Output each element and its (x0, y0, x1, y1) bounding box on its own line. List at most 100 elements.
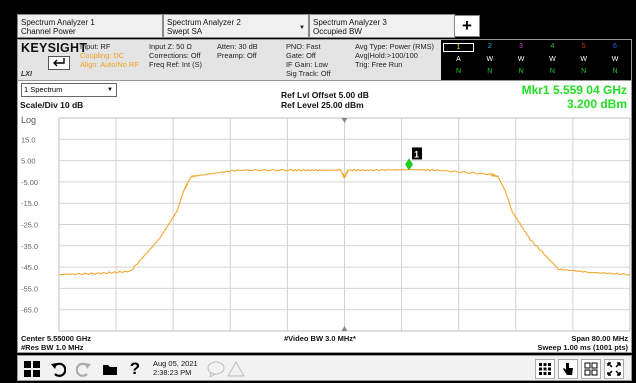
add-measurement-button[interactable]: + (454, 15, 480, 37)
redo-button[interactable] (74, 359, 94, 379)
avg-hold-value: Avg|Hold:>100/100 (355, 51, 418, 60)
marker-1-label-bg (412, 147, 423, 160)
trace-detector-6: N (612, 68, 618, 75)
input-z-settings[interactable]: Input Z: 50 Ω Corrections: Off Freq Ref:… (149, 42, 202, 69)
atten-value: Atten: 30 dB (217, 42, 258, 51)
span-label: Span 80.00 MHz (571, 334, 628, 343)
date-time: Aug 05, 2021 2:38:23 PM (153, 359, 198, 377)
touch-hand-icon (563, 363, 573, 375)
tab-title: Spectrum Analyzer 2 (167, 18, 241, 27)
trace-number-5: 5 (581, 43, 586, 50)
tab-mode: Occupied BW (313, 27, 362, 36)
redo-icon (76, 362, 91, 377)
atten-settings[interactable]: Atten: 30 dB Preamp: Off (217, 42, 258, 60)
lxi-logo: LXI (21, 71, 32, 78)
y-tick-label: 5.00 (21, 157, 36, 166)
input-value: Input: RF (80, 42, 111, 51)
windows-start-button[interactable] (22, 359, 42, 379)
input-settings[interactable]: Input: RF Coupling: DC Align: Auto/No RF (80, 42, 139, 69)
y-tick-label: -15.0 (21, 199, 38, 208)
center-freq-label: Center 5.55000 GHz (21, 334, 92, 343)
y-tick-label: -55.0 (21, 284, 38, 293)
sweep-label: Sweep 1.00 ms (1001 pts) (537, 343, 628, 352)
marker-1-diamond (405, 158, 414, 171)
trace-type-4: W (549, 56, 556, 63)
zoom-button[interactable] (604, 359, 624, 379)
window-grid-icon (584, 362, 598, 376)
keypad-button[interactable] (535, 359, 555, 379)
log-scale-label: Log (21, 115, 36, 125)
folder-icon (103, 365, 117, 375)
center-top-marker (341, 118, 348, 123)
trig-value: Trig: Free Run (355, 60, 403, 69)
tab-spectrum-analyzer-3[interactable]: Spectrum Analyzer 3 Occupied BW (309, 14, 455, 38)
spectrum-plot[interactable]: Log 15.0 5.00 -5.00 -15.0 -25.0 -35.0 -45.0 -55.… (17, 115, 632, 333)
window-select-dropdown[interactable]: 1 Spectrum ▼ (21, 83, 117, 97)
multi-window-button[interactable] (581, 359, 601, 379)
message-button[interactable] (206, 359, 226, 379)
trace-type-2: W (486, 56, 494, 63)
avg-type-value: Avg Type: Power (RMS) (355, 42, 434, 51)
trace-number-6: 6 (613, 43, 617, 50)
trace-type-5: W (580, 56, 587, 63)
spectrum-trace-1 (59, 168, 631, 276)
coupling-value: Coupling: DC (80, 51, 124, 60)
tab-title: Spectrum Analyzer 1 (21, 18, 95, 27)
trace-detector-1: N (455, 68, 462, 75)
y-tick-label: -65.0 (21, 306, 38, 315)
scale-div-label: Scale/Div 10 dB (20, 100, 84, 110)
spectrum-graticule[interactable]: Log 15.0 5.00 -5.00 -15.0 -25.0 -35.0 -45.0 -55.… (18, 115, 633, 333)
trace-type-3: W (517, 56, 525, 63)
pno-value: PNO: Fast (286, 42, 321, 51)
trace-number-4: 4 (550, 43, 555, 50)
date-text: Aug 05, 2021 (153, 359, 198, 368)
tab-mode: Swept SA (167, 27, 203, 36)
taskbar: ? Aug 05, 2021 2:38:23 PM (17, 355, 632, 381)
center-bottom-marker (341, 326, 348, 331)
corrections-value: Corrections: Off (149, 51, 201, 60)
y-tick-label: -25.0 (21, 221, 38, 230)
help-button[interactable]: ? (129, 359, 141, 378)
bw-settings[interactable]: PNO: Fast Gate: Off IF Gain: Low Sig Tra… (286, 42, 331, 78)
trace-type-6: W (611, 56, 619, 63)
res-bw-label: #Res BW 1.0 MHz (21, 343, 84, 352)
measurement-tabs: Spectrum Analyzer 1 Channel Power Spectr… (17, 14, 493, 38)
y-tick-label: -5.00 (21, 178, 38, 187)
file-button[interactable] (100, 359, 120, 379)
preamp-value: Preamp: Off (217, 51, 257, 60)
trace-number-3: 3 (519, 43, 524, 50)
warning-button[interactable] (226, 359, 246, 379)
ref-offset-label: Ref Lvl Offset 5.00 dB (281, 90, 369, 100)
trace-detector-2: N (487, 68, 493, 75)
keysight-logo: KEYSIGHT (21, 41, 88, 55)
chevron-down-icon: ▼ (107, 87, 113, 93)
align-value: Align: Auto/No RF (80, 60, 139, 69)
touch-button[interactable] (558, 359, 578, 379)
input-z-value: Input Z: 50 Ω (149, 42, 192, 51)
settings-info-bar: KEYSIGHT LXI Input: RF Coupling: DC Alig… (17, 39, 632, 81)
y-tick-label: -45.0 (21, 263, 38, 272)
speech-bubble-icon (207, 361, 225, 377)
return-button[interactable] (48, 56, 70, 70)
y-tick-label: 15.0 (21, 135, 36, 144)
trace-detector-5: N (581, 68, 587, 75)
avg-settings[interactable]: Avg Type: Power (RMS) Avg|Hold:>100/100 … (355, 42, 434, 69)
undo-button[interactable] (48, 359, 68, 379)
windows-icon (24, 361, 40, 377)
ref-level-label: Ref Level 25.00 dBm (281, 100, 364, 110)
marker-amplitude-readout: 3.200 dBm (566, 97, 627, 111)
window-select-value: 1 Spectrum (24, 85, 63, 94)
gate-value: Gate: Off (286, 51, 316, 60)
display-footer: Center 5.55000 GHz #Res BW 1.0 MHz #Vide… (17, 333, 632, 353)
marker-frequency-readout: Mkr1 5.559 04 GHz (521, 83, 627, 97)
tab-spectrum-analyzer-1[interactable]: Spectrum Analyzer 1 Channel Power (17, 14, 163, 38)
trace-type-1: A (456, 56, 461, 63)
y-tick-label: -35.0 (21, 242, 38, 251)
undo-icon (51, 362, 66, 377)
trace-number-1: 1 (443, 43, 474, 52)
freq-ref-value: Freq Ref: Int (S) (149, 60, 202, 69)
trace-detector-4: N (549, 68, 555, 75)
tab-spectrum-analyzer-2[interactable]: Spectrum Analyzer 2 Swept SA ▼ (163, 14, 309, 38)
